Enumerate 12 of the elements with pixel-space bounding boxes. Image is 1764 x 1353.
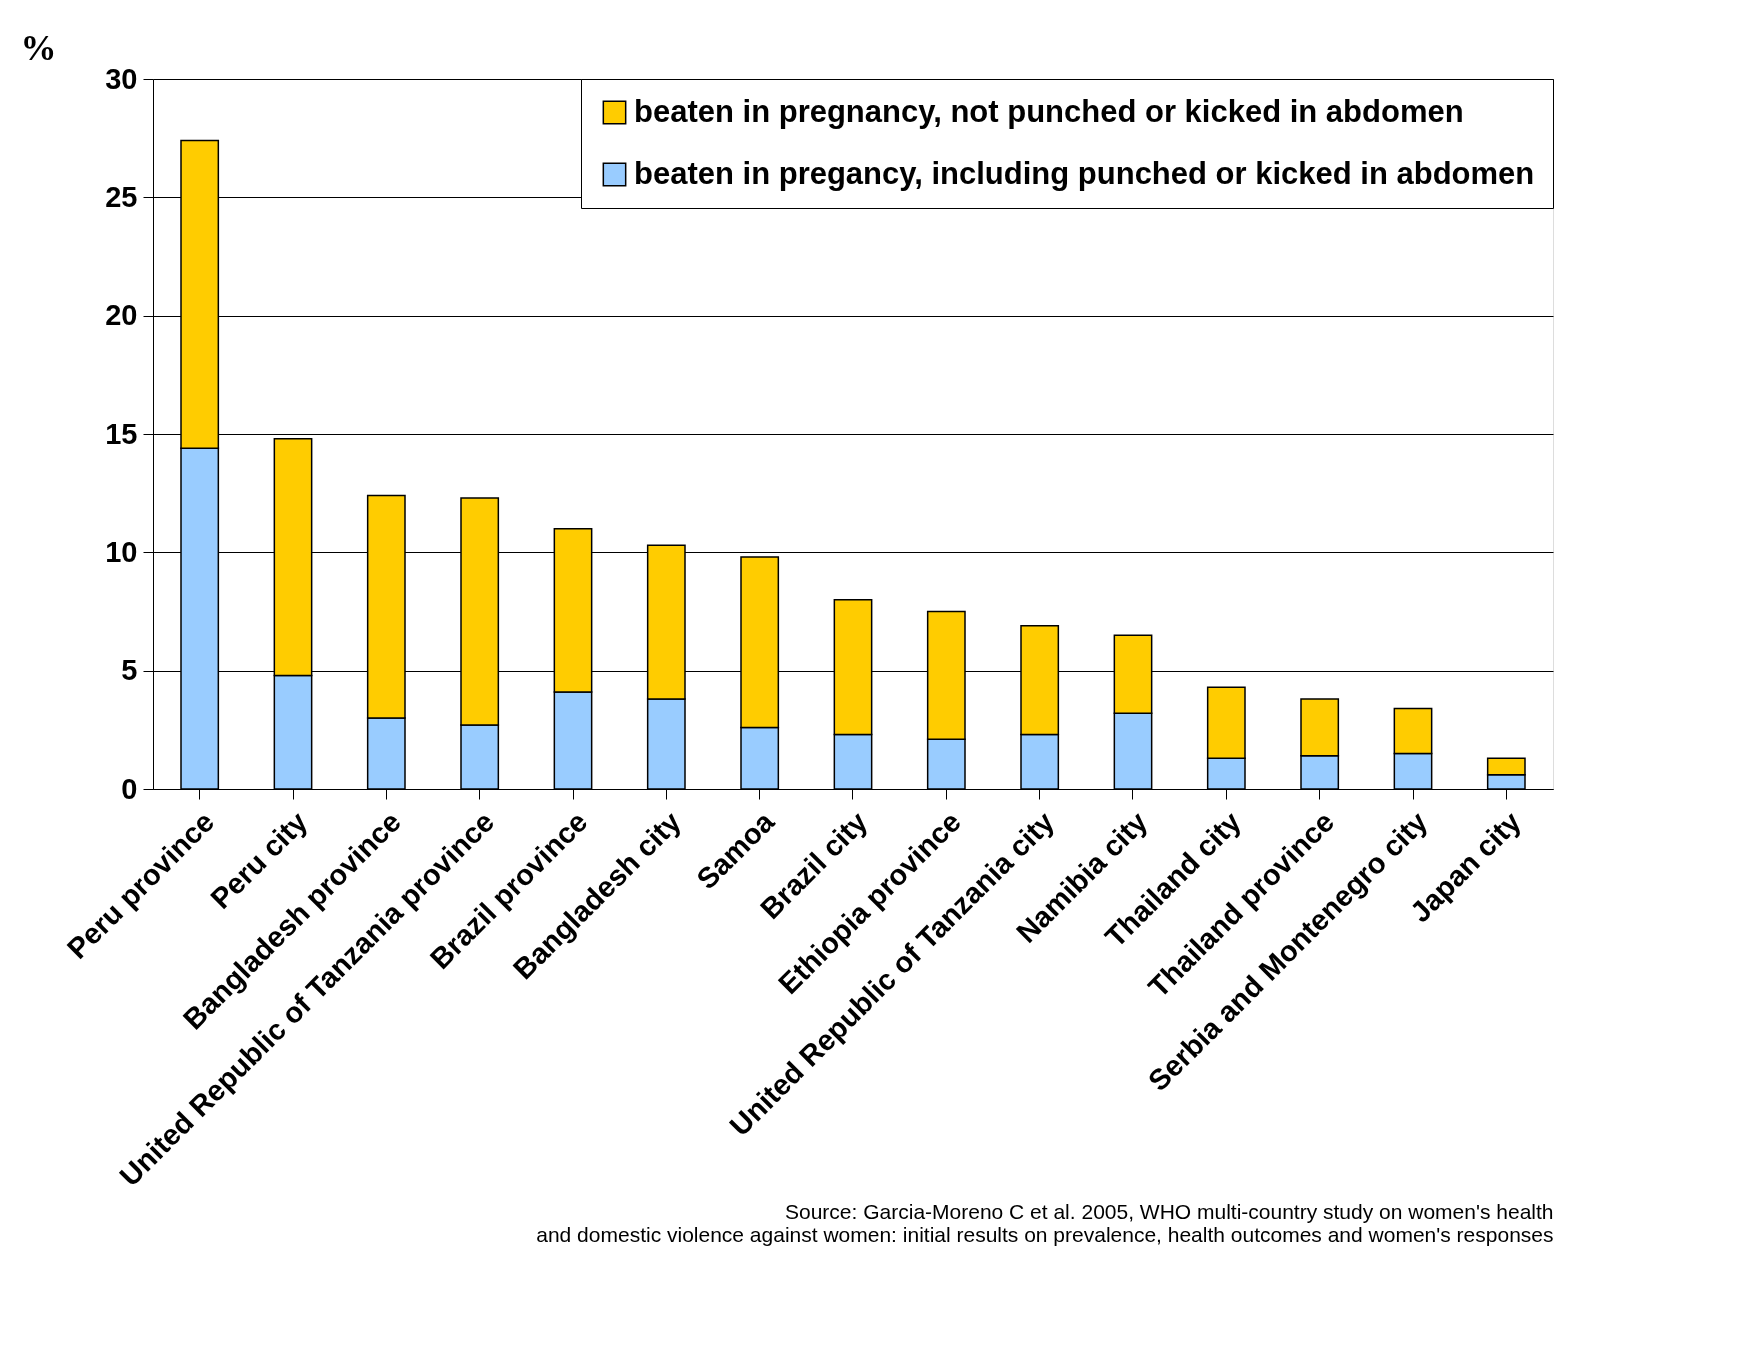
legend-label: beaten in pregnancy, not punched or kicked in abdomen [634, 93, 1464, 129]
source-note: Source: Garcia-Moreno C et al. 2005, WHO multi-country study on women's health [785, 1199, 1554, 1223]
y-tick-label: 0 [121, 772, 138, 805]
y-tick-label: 25 [105, 180, 138, 213]
legend-label: beaten in pregancy, including punched or kicked in abdomen [634, 155, 1535, 191]
y-tick-label: 30 [105, 62, 138, 95]
y-axis-title: % [20, 27, 57, 68]
text: and domestic violence against women: initial results on prevalence, health outcomes and women's responses [536, 1222, 1554, 1246]
y-tick-label: 15 [105, 417, 138, 450]
y-tick-label: 20 [105, 299, 138, 332]
y-tick-label: 10 [105, 535, 138, 568]
y-tick-label: 5 [121, 654, 138, 687]
